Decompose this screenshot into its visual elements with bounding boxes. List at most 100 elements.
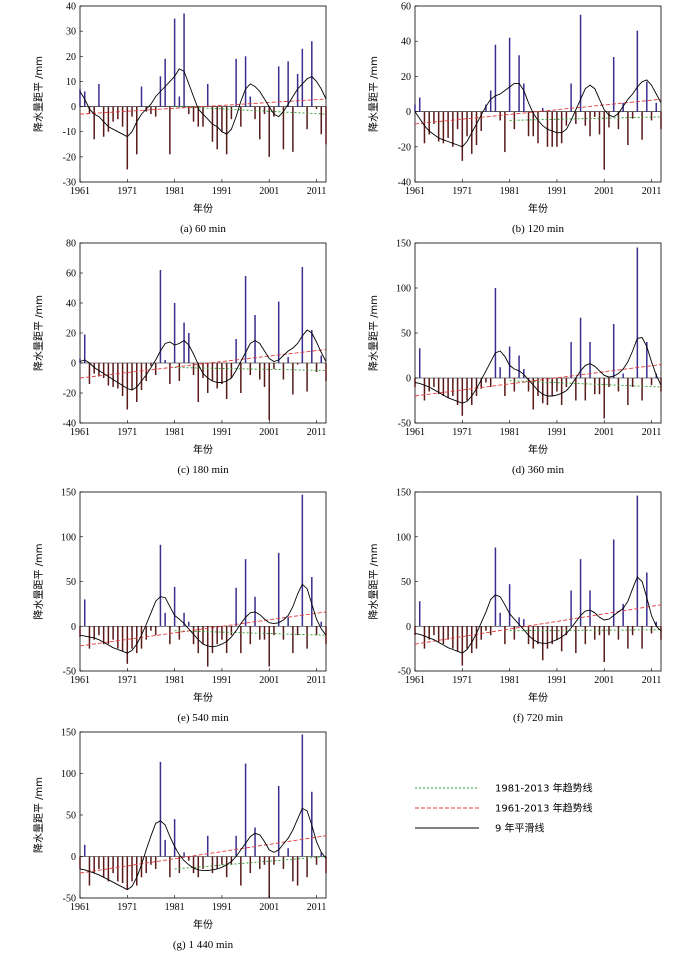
bar-2008 <box>636 495 639 627</box>
bar-1976 <box>485 104 487 112</box>
bar-1982 <box>178 96 181 107</box>
bar-1990 <box>216 856 218 869</box>
bar-1973 <box>136 856 138 886</box>
x-tick-label: 1961 <box>70 902 90 913</box>
bar-2001 <box>603 111 605 170</box>
bar-1968 <box>112 626 114 640</box>
bar-1962 <box>418 601 421 627</box>
x-axis-label: 年份 <box>528 691 548 704</box>
y-tick-label: 20 <box>66 52 76 63</box>
bar-1970 <box>121 106 124 127</box>
bar-2009 <box>306 626 308 649</box>
bar-1986 <box>197 106 200 127</box>
bar-1992 <box>560 626 563 652</box>
bar-1971 <box>126 363 129 410</box>
bar-1977 <box>154 626 157 636</box>
bar-2012 <box>655 621 658 627</box>
bar-1977 <box>489 378 492 387</box>
y-tick-label: 60 <box>401 2 411 13</box>
bar-1975 <box>480 111 482 131</box>
bar-1991 <box>556 378 558 392</box>
x-tick-label: 1971 <box>117 186 137 197</box>
bar-1977 <box>489 90 492 112</box>
bar-1980 <box>504 111 506 153</box>
bar-1988 <box>206 83 209 107</box>
trend-line-1981-2013 <box>174 630 327 636</box>
x-tick-label: 2001 <box>594 675 614 686</box>
bar-1961 <box>79 856 81 869</box>
bar-2006 <box>292 106 294 152</box>
smooth-line-9yr <box>414 79 662 148</box>
bar-1987 <box>202 363 204 378</box>
plot-frame <box>79 242 327 424</box>
y-axis-label: 降水量距平 /mm <box>367 295 380 371</box>
y-tick-label: 80 <box>66 239 76 250</box>
y-tick-label: 10 <box>66 77 76 88</box>
bar-1994 <box>235 835 237 857</box>
x-tick-label: 1961 <box>70 427 90 438</box>
bar-1963 <box>423 378 426 401</box>
bar-1975 <box>480 378 482 389</box>
bar-1999 <box>259 106 261 140</box>
bar-2013 <box>325 363 327 381</box>
bar-1978 <box>494 44 497 112</box>
trend-line-1981-2013 <box>174 856 327 870</box>
x-tick-label: 2001 <box>594 427 614 438</box>
bar-2012 <box>320 106 323 135</box>
bar-1995 <box>575 626 577 654</box>
panel-caption: (b) 120 min <box>512 223 564 235</box>
bar-2008 <box>636 30 639 112</box>
bar-2007 <box>296 363 299 365</box>
bar-2003 <box>277 552 280 627</box>
bar-1982 <box>513 378 516 392</box>
bar-1991 <box>221 856 223 865</box>
y-tick-label: 50 <box>401 577 411 588</box>
bar-1990 <box>551 111 553 147</box>
bar-1974 <box>140 363 143 390</box>
bar-1965 <box>433 111 435 124</box>
x-axis-label: 年份 <box>193 918 213 931</box>
bar-2011 <box>315 626 318 636</box>
bar-1986 <box>197 856 200 878</box>
bar-1980 <box>169 626 171 645</box>
legend-item-0: 1981-2013 年趋势线 <box>415 782 593 795</box>
bar-2004 <box>617 111 620 130</box>
y-tick-label: -40 <box>63 419 76 430</box>
bar-1964 <box>93 106 95 140</box>
bar-1995 <box>240 363 242 393</box>
x-tick-label: 1971 <box>452 186 472 197</box>
bar-2004 <box>282 856 285 869</box>
bar-1999 <box>259 856 261 869</box>
x-tick-label: 1961 <box>405 427 425 438</box>
bar-1964 <box>93 856 95 874</box>
bar-1984 <box>523 83 525 112</box>
bar-2012 <box>320 621 323 627</box>
bar-1961 <box>79 88 81 107</box>
bar-1967 <box>442 626 445 645</box>
bar-1997 <box>249 96 252 107</box>
bar-1988 <box>206 626 209 667</box>
bar-1974 <box>475 626 478 649</box>
bar-1984 <box>188 333 190 363</box>
bar-2009 <box>306 856 308 878</box>
bar-1988 <box>206 835 209 857</box>
bar-2013 <box>325 106 327 145</box>
bar-1979 <box>164 612 166 627</box>
bar-1991 <box>556 626 558 640</box>
y-tick-label: 0 <box>406 622 411 633</box>
bar-1991 <box>221 106 223 132</box>
plot-frame <box>414 5 662 183</box>
bar-2004 <box>282 106 285 150</box>
bar-1992 <box>560 111 563 144</box>
bar-1963 <box>88 106 91 115</box>
bar-1971 <box>126 106 129 170</box>
bar-2010 <box>646 572 648 627</box>
bar-1969 <box>452 378 454 396</box>
bar-1963 <box>423 626 426 649</box>
chart-panel-1: -40 -20 0 20 40 60 1961 1971 1981 1991 2001 2011 降水量… <box>367 2 662 235</box>
x-axis-label: 年份 <box>528 202 548 215</box>
bar-1966 <box>437 378 440 395</box>
legend: 1981-2013 年趋势线 1961-2013 年趋势线 9 年平滑线 <box>415 782 593 835</box>
trend-line-1961-2013 <box>79 611 327 647</box>
x-tick-label: 2011 <box>642 675 662 686</box>
